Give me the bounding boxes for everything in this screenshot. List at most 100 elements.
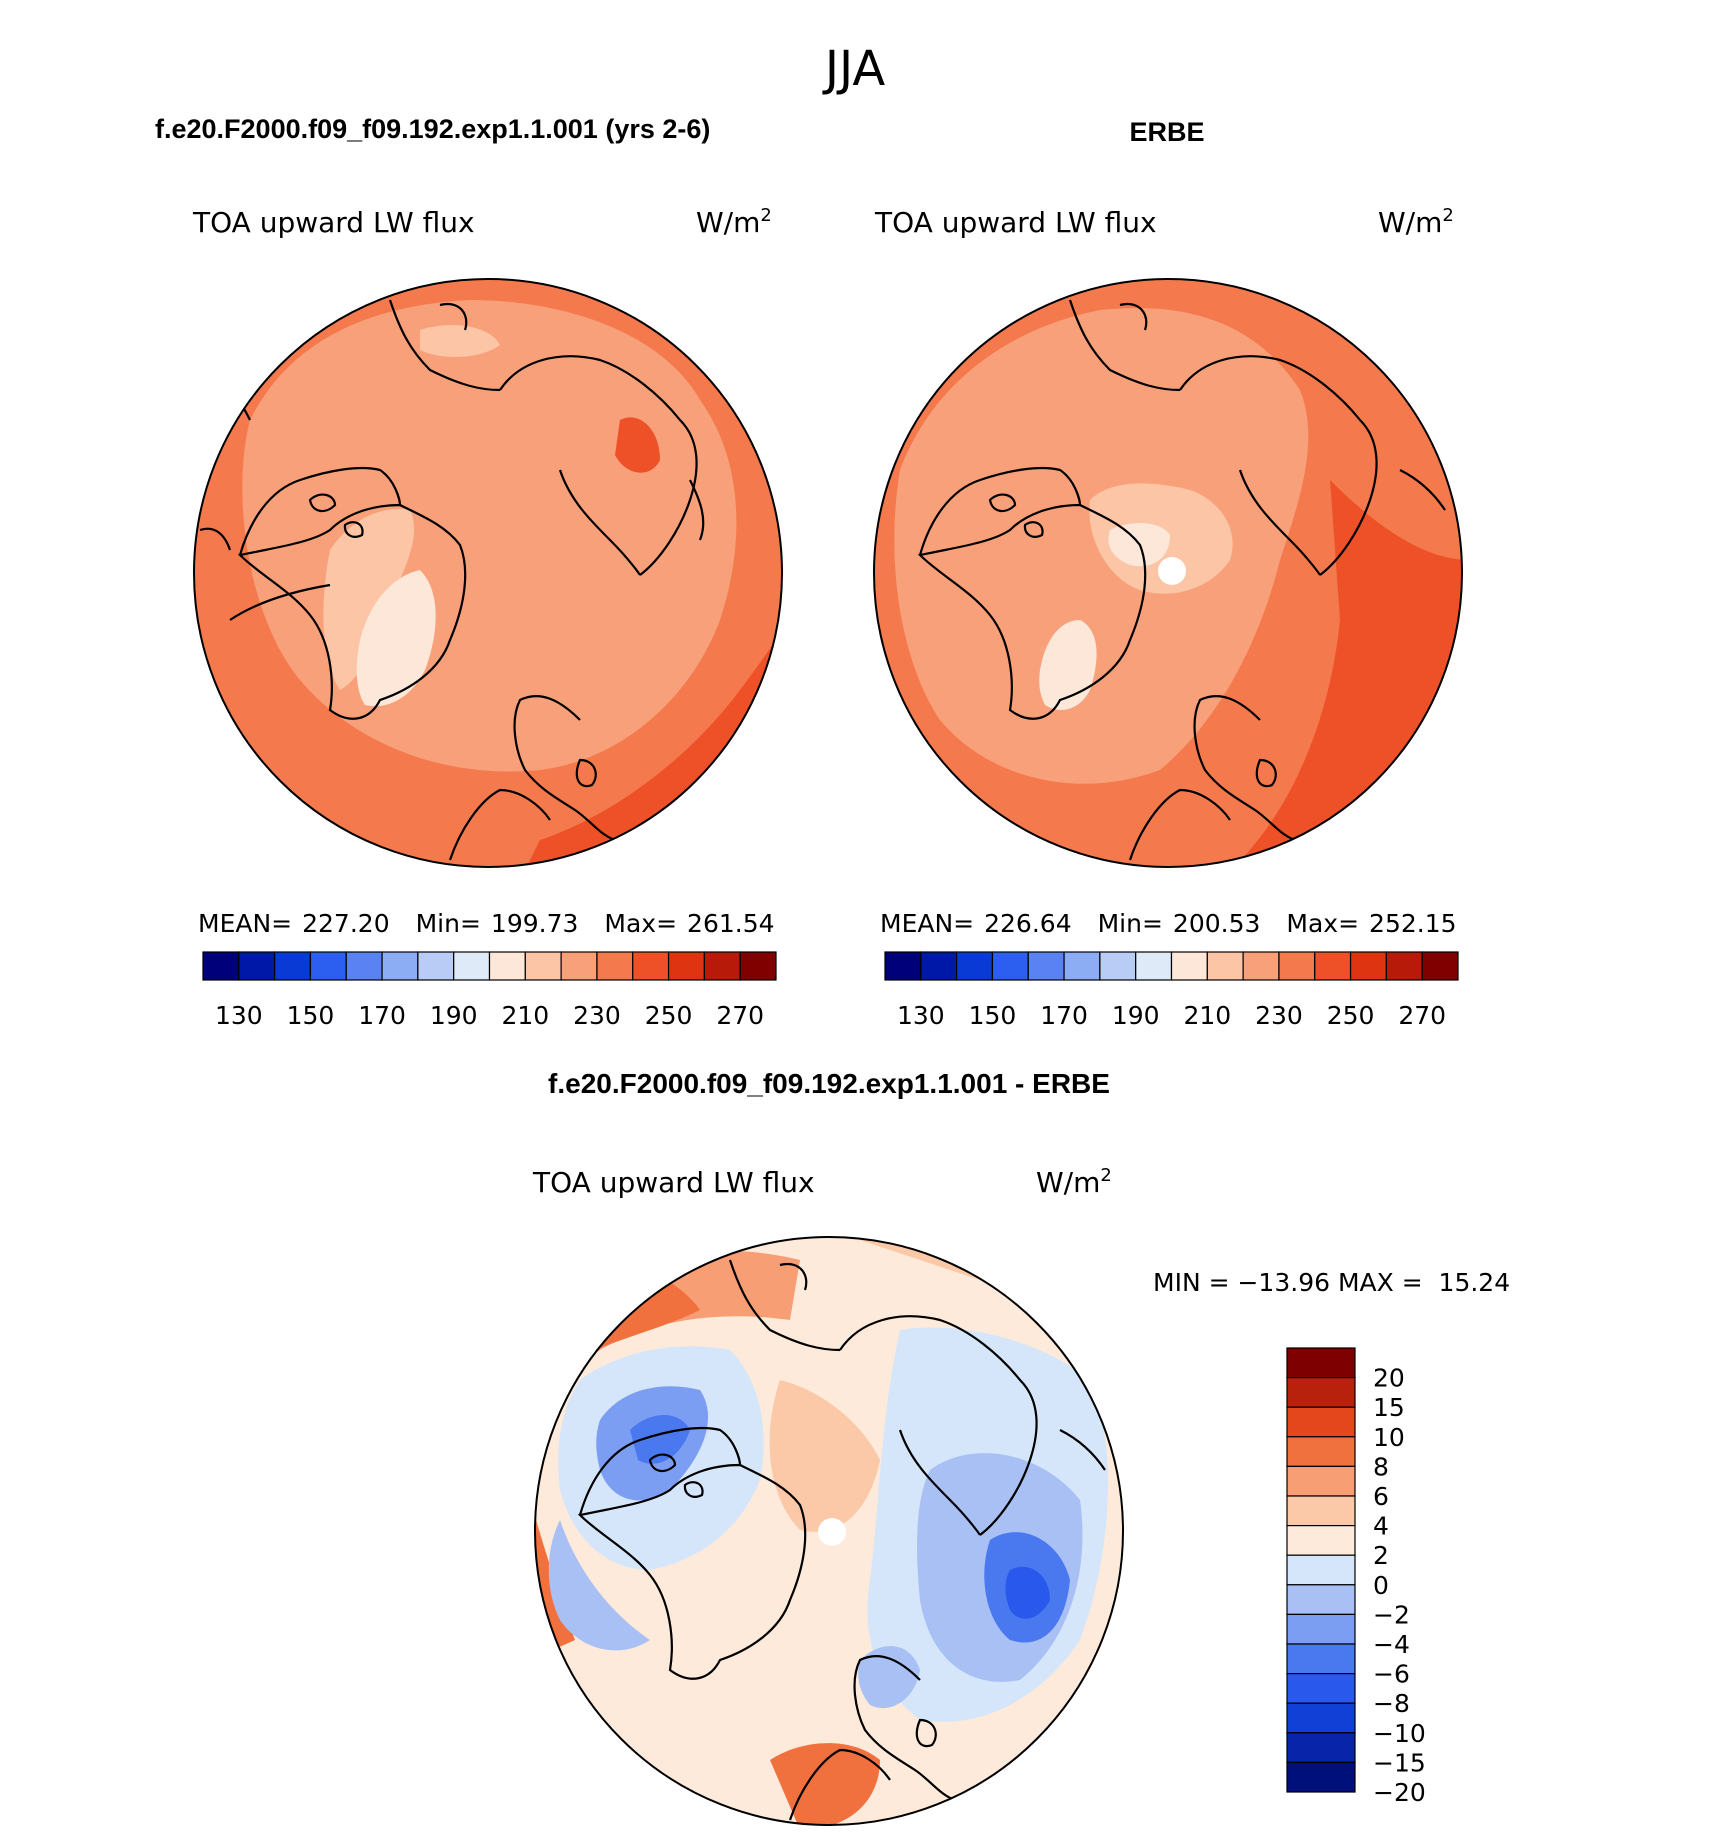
- field-band-2-4-b: [769, 1380, 880, 1532]
- colorbar-swatch: [1206, 951, 1244, 981]
- pole-patch-diff: [818, 1518, 846, 1546]
- colorbar-swatch: [1286, 1436, 1356, 1468]
- colorbar-swatch: [1286, 1406, 1356, 1438]
- colorbar-swatch: [991, 951, 1029, 981]
- colorbar-tick-label: 190: [1112, 1001, 1160, 1030]
- colorbar-tick-label: −20: [1373, 1778, 1426, 1807]
- colorbar-swatch: [1421, 951, 1459, 981]
- field-band-250-a: [615, 417, 660, 473]
- colorbar-swatch: [345, 951, 383, 981]
- colorbar-swatch: [632, 951, 670, 981]
- colorbar-swatch: [1286, 1554, 1356, 1586]
- colorbar-swatch: [524, 951, 562, 981]
- panel-diff-variable: TOA upward LW flux: [532, 1166, 815, 1199]
- colorbar-swatch: [703, 951, 741, 981]
- colorbar-swatch: [739, 951, 777, 981]
- colorbar-tick-label: 210: [501, 1001, 549, 1030]
- colorbar-swatch: [309, 951, 347, 981]
- field-band-neg10-neg8: [1005, 1566, 1050, 1619]
- panel-obs-map-border: [873, 278, 1463, 868]
- field-band-260: [1430, 690, 1462, 800]
- colorbar-swatch: [1314, 951, 1352, 981]
- colorbar-tick-label: 230: [1255, 1001, 1303, 1030]
- colorbar-swatch: [1063, 951, 1101, 981]
- colorbar-swatch: [488, 951, 526, 981]
- field-band-neg4-neg2-b: [548, 1520, 650, 1651]
- colorbar-tick-label: 250: [645, 1001, 693, 1030]
- panel-diff-title: f.e20.F2000.f09_f09.192.exp1.1.001 - ERB…: [548, 1068, 1110, 1099]
- colorbar-tick-label: 250: [1327, 1001, 1375, 1030]
- colorbar-swatch: [1286, 1524, 1356, 1556]
- field-band-220-b: [420, 325, 500, 357]
- colorbar-swatch: [1349, 951, 1387, 981]
- field-band-neg8-neg6-a: [630, 1415, 690, 1464]
- colorbar-tick-label: −10: [1373, 1719, 1426, 1748]
- colorbar-swatch: [920, 951, 958, 981]
- colorbar-swatch: [1286, 1761, 1356, 1793]
- season-title: JJA: [822, 41, 885, 97]
- colorbar-tick-label: −2: [1373, 1600, 1410, 1629]
- panel-diff-coastlines: [577, 1259, 1106, 1821]
- colorbar-tick-label: 230: [573, 1001, 621, 1030]
- field-band-250-c: [194, 279, 300, 360]
- colorbar-swatch: [667, 951, 705, 981]
- colorbar-tick-label: 150: [287, 1001, 335, 1030]
- colorbar-tick-label: −15: [1373, 1748, 1426, 1777]
- colorbar-tick-label: 6: [1373, 1482, 1389, 1511]
- colorbar-swatch: [1286, 1672, 1356, 1704]
- panel-obs-variable: TOA upward LW flux: [874, 206, 1157, 239]
- panel-model-units: W/m2: [696, 205, 772, 239]
- colorbar-swatch: [1385, 951, 1423, 981]
- colorbar-tick-label: 270: [1398, 1001, 1446, 1030]
- colorbar-swatch: [1286, 1376, 1356, 1408]
- colorbar-tick-label: −4: [1373, 1630, 1410, 1659]
- colorbar-tick-label: −6: [1373, 1660, 1410, 1689]
- panel-obs: ERBE TOA upward LW flux W/m2: [873, 117, 1463, 1030]
- panel-diff-map-border: [534, 1236, 1124, 1826]
- colorbar-tick-label: 10: [1373, 1423, 1405, 1452]
- panel-obs-units: W/m2: [1378, 205, 1454, 239]
- colorbar-swatch: [381, 951, 419, 981]
- field-band-neg4-neg2-c: [858, 1646, 920, 1709]
- panel-diff: f.e20.F2000.f09_f09.192.exp1.1.001 - ERB…: [532, 1068, 1510, 1826]
- colorbar-swatch: [1170, 951, 1208, 981]
- colorbar-swatch: [1242, 951, 1280, 981]
- colorbar-tick-label: 2: [1373, 1541, 1389, 1570]
- panel-model: f.e20.F2000.f09_f09.192.exp1.1.001 (yrs …: [155, 114, 783, 1030]
- colorbar-swatch: [1286, 1495, 1356, 1527]
- colorbar-swatch: [1286, 1643, 1356, 1675]
- panel-obs-stats: MEAN= 226.64 Min= 200.53 Max= 252.15: [880, 909, 1457, 938]
- colorbar-tick-label: 0: [1373, 1571, 1389, 1600]
- colorbar-tick-label: −8: [1373, 1689, 1410, 1718]
- colorbar-swatch: [453, 951, 491, 981]
- colorbar-swatch: [417, 951, 455, 981]
- colorbar-swatch: [1135, 951, 1173, 981]
- pole-patch: [1158, 557, 1186, 585]
- colorbar-tick-label: 20: [1373, 1364, 1405, 1393]
- field-band-210: [356, 570, 436, 707]
- colorbar-tick-label: 130: [897, 1001, 945, 1030]
- colorbar-tick-label: 190: [430, 1001, 478, 1030]
- colorbar-swatch: [596, 951, 634, 981]
- colorbar-tick-label: 130: [215, 1001, 263, 1030]
- colorbar-tick-label: 170: [358, 1001, 406, 1030]
- colorbar-swatch: [1286, 1584, 1356, 1616]
- colorbar-swatch: [956, 951, 994, 981]
- panel-obs-coastlines: [917, 299, 1446, 861]
- colorbar-tick-label: 150: [969, 1001, 1017, 1030]
- panel-obs-title: ERBE: [1129, 117, 1204, 147]
- colorbar-swatch: [1286, 1702, 1356, 1734]
- field-band-6-8-c: [770, 1743, 880, 1825]
- colorbar-swatch: [560, 951, 598, 981]
- colorbar-swatch: [1027, 951, 1065, 981]
- colorbar-tick-label: 15: [1373, 1393, 1405, 1422]
- colorbar-tick-label: 4: [1373, 1512, 1389, 1541]
- colorbar-swatch: [1286, 1732, 1356, 1764]
- colorbar-swatch: [202, 951, 240, 981]
- panel-model-colorbar: 130 150 170 190 210 230 250 270: [202, 951, 777, 1030]
- colorbar-tick-label: 210: [1183, 1001, 1231, 1030]
- colorbar-swatch: [238, 951, 276, 981]
- field-band-220-a: [323, 509, 415, 690]
- panel-diff-units: W/m2: [1036, 1165, 1112, 1199]
